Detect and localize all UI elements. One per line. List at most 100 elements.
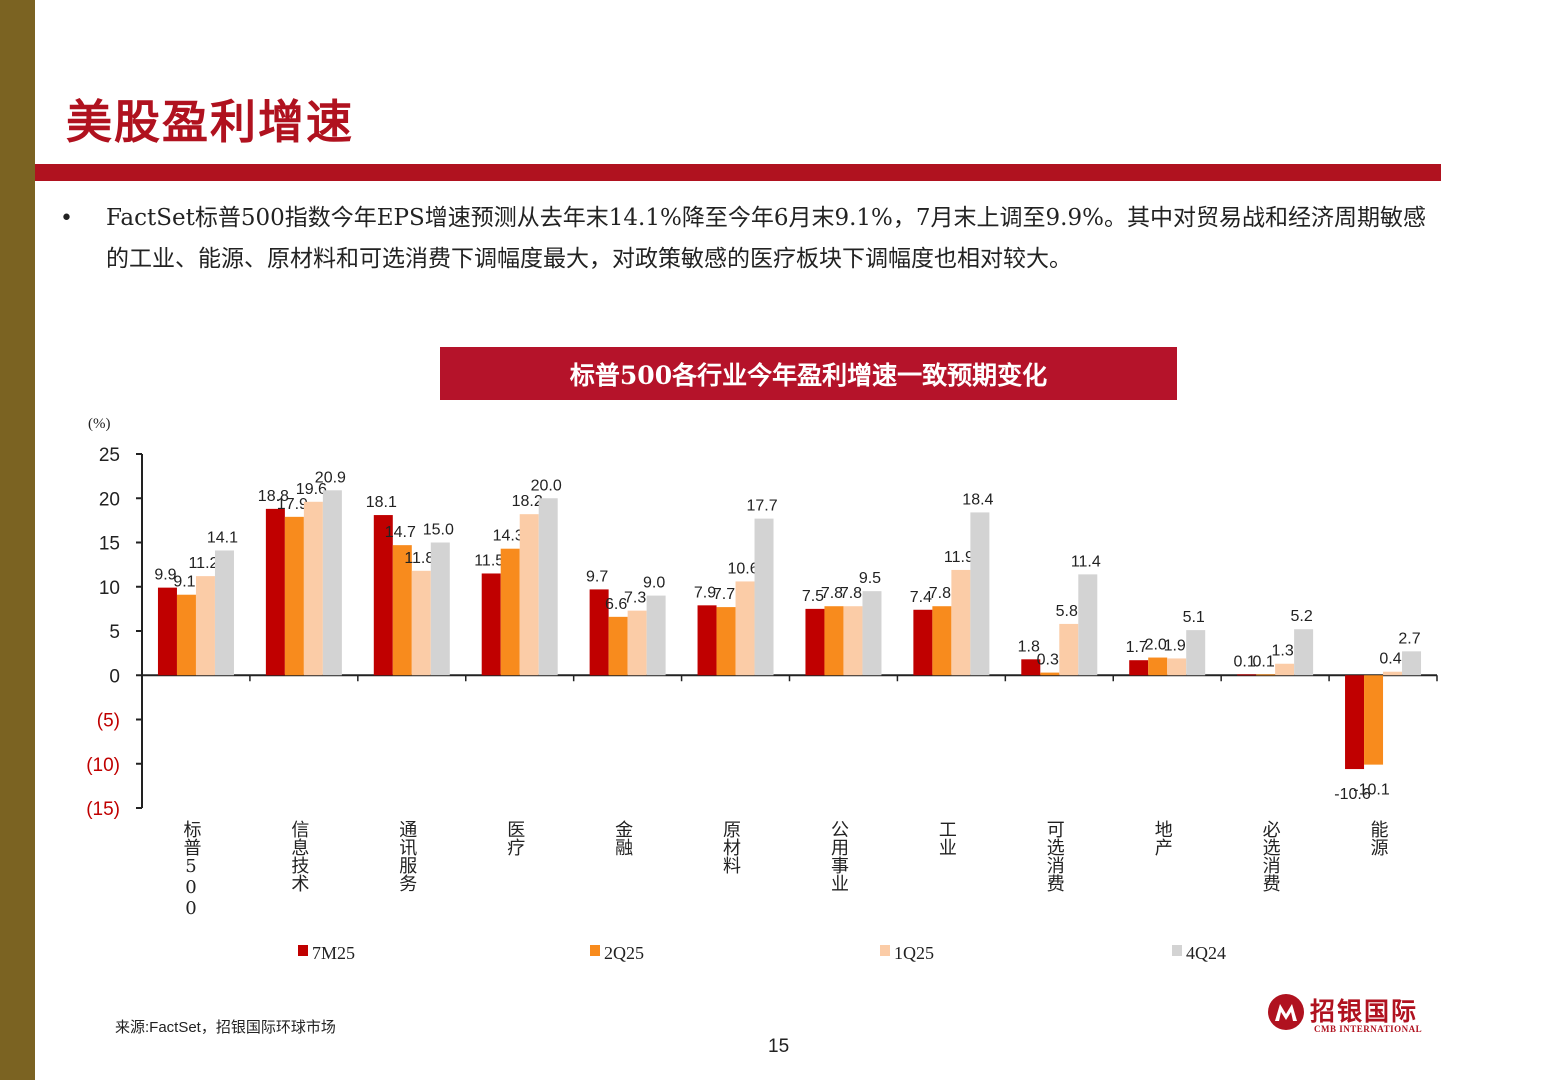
- category-label: 公用事业: [828, 820, 849, 892]
- data-label: 9.5: [859, 570, 881, 587]
- data-label: 7.5: [802, 588, 824, 605]
- bar-7m25: [481, 573, 501, 676]
- data-label: 9.7: [586, 568, 608, 585]
- legend-swatch: [590, 945, 600, 956]
- page-title: 美股盈利增速: [66, 95, 354, 149]
- category-label: 工业: [936, 820, 957, 856]
- bar-7m25: [913, 609, 933, 676]
- data-label: 18.2: [512, 493, 543, 510]
- bar-4q24: [970, 512, 990, 676]
- y-tick-label: 5: [109, 622, 120, 643]
- category-label: 信息技术: [288, 820, 309, 892]
- category-label: 能源: [1368, 820, 1389, 857]
- y-tick-label: (10): [86, 755, 120, 776]
- data-label: 9.9: [154, 567, 176, 584]
- y-tick-label: 20: [99, 489, 120, 510]
- data-label: 0.1: [1234, 653, 1256, 670]
- logo-text-cn: 招银国际: [1310, 997, 1419, 1026]
- data-label: 5.8: [1056, 603, 1078, 620]
- data-label: 7.4: [910, 589, 932, 606]
- data-label: -10.6: [1334, 786, 1371, 803]
- chart-title: 标普500各行业今年盈利增速一致预期变化: [440, 347, 1177, 400]
- bar-1q25: [1059, 623, 1079, 676]
- side-bar: [0, 0, 35, 1080]
- bar-7m25: [1345, 675, 1365, 770]
- bar-2q25: [824, 606, 844, 676]
- data-label: 0.3: [1037, 652, 1059, 669]
- data-label: 1.3: [1272, 643, 1294, 660]
- data-label: 11.9: [944, 549, 974, 566]
- bar-7m25: [1237, 674, 1257, 676]
- category-label: 必选消费: [1260, 820, 1281, 892]
- legend-label: 2Q25: [604, 943, 644, 963]
- bar-1q25: [1275, 663, 1295, 676]
- bar-2q25: [500, 548, 520, 676]
- y-tick-label: 15: [99, 534, 120, 555]
- data-label: 18.1: [366, 494, 397, 511]
- data-label: 11.2: [188, 555, 218, 572]
- bar-4q24: [1078, 574, 1098, 676]
- bar-4q24: [1294, 629, 1314, 676]
- bar-4q24: [862, 591, 882, 676]
- category-label: 金融: [612, 820, 633, 856]
- data-label: 0.1: [1253, 653, 1275, 670]
- category-label: 通讯服务: [396, 820, 417, 892]
- data-label: 18.8: [258, 488, 289, 505]
- bar-2q25: [1148, 657, 1168, 676]
- logo-text-en: CMB INTERNATIONAL: [1314, 1024, 1423, 1034]
- data-label: 7.8: [840, 585, 862, 602]
- y-tick-label: 0: [109, 666, 120, 687]
- data-label: 14.3: [493, 528, 524, 545]
- data-label: 11.8: [404, 550, 434, 567]
- bar-1q25: [303, 501, 323, 676]
- legend-label: 4Q24: [1186, 943, 1226, 963]
- data-label: 11.5: [474, 552, 504, 569]
- bar-1q25: [843, 606, 863, 676]
- data-label: 2.0: [1145, 637, 1167, 654]
- bar-2q25: [932, 606, 952, 676]
- bar-4q24: [754, 518, 774, 676]
- legend-label: 1Q25: [894, 943, 934, 963]
- legend-label: 7M25: [312, 943, 355, 963]
- bar-7m25: [1021, 659, 1041, 676]
- bar-7m25: [805, 608, 825, 676]
- data-label: 18.4: [962, 491, 993, 508]
- data-label: 17.9: [277, 496, 308, 513]
- bullet-icon: •: [60, 206, 73, 231]
- data-label: 9.1: [173, 574, 195, 591]
- data-label: 17.7: [746, 498, 777, 515]
- y-tick-label: (5): [97, 711, 120, 732]
- data-label: -10.1: [1353, 782, 1390, 799]
- bar-2q25: [1040, 672, 1060, 676]
- bar-2q25: [392, 545, 412, 676]
- bar-2q25: [176, 594, 196, 676]
- bar-7m25: [265, 508, 285, 676]
- data-label: 1.9: [1164, 637, 1186, 654]
- bar-4q24: [538, 498, 558, 676]
- data-label: 0.4: [1379, 651, 1401, 668]
- data-label: 7.9: [694, 584, 716, 601]
- bar-4q24: [1186, 630, 1206, 676]
- data-label: 20.0: [531, 477, 562, 494]
- bar-2q25: [284, 516, 304, 676]
- bar-1q25: [627, 610, 647, 676]
- legend-swatch: [298, 945, 308, 956]
- category-label: 可选消费: [1044, 820, 1065, 892]
- data-label: 20.9: [315, 469, 346, 486]
- bar-7m25: [373, 515, 393, 676]
- cmb-logo-icon: [1268, 994, 1304, 1030]
- bar-7m25: [589, 589, 609, 676]
- data-label: 5.2: [1291, 608, 1313, 625]
- y-tick-label: (15): [86, 799, 120, 820]
- bar-1q25: [519, 514, 539, 676]
- bar-4q24: [430, 542, 450, 676]
- bar-chart: (%) 25 20 15 10 5 0 (5) (10) (15) 9.99.1 11.2 14.1 标普…: [86, 416, 1438, 963]
- bar-7m25: [1129, 660, 1149, 676]
- data-label: 14.1: [207, 529, 238, 546]
- data-label: 7.3: [624, 590, 646, 607]
- data-label: 7.8: [821, 585, 843, 602]
- bar-2q25: [608, 616, 628, 676]
- bar-2q25: [1256, 674, 1276, 676]
- source-note: 来源:FactSet，招银国际环球市场: [115, 1019, 336, 1036]
- category-label: 标普500: [180, 820, 201, 919]
